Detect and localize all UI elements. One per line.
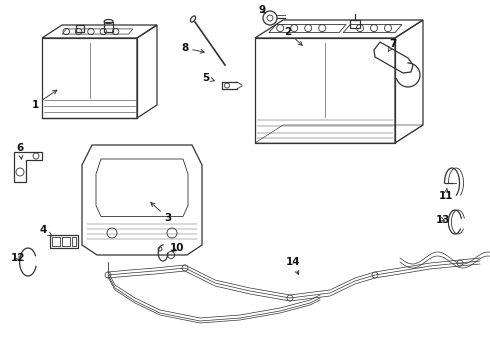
Text: 11: 11: [439, 188, 453, 201]
Text: 4: 4: [39, 225, 52, 236]
Text: 13: 13: [436, 215, 450, 225]
Text: 6: 6: [16, 143, 24, 159]
Text: 8: 8: [181, 43, 204, 53]
Text: 7: 7: [388, 39, 397, 52]
Text: 1: 1: [31, 90, 57, 110]
Text: 3: 3: [151, 203, 171, 223]
Text: 12: 12: [11, 253, 25, 263]
Text: 2: 2: [284, 27, 302, 45]
Text: 10: 10: [170, 243, 184, 253]
Text: 14: 14: [286, 257, 300, 275]
Text: 5: 5: [202, 73, 215, 83]
Text: 9: 9: [258, 5, 266, 15]
